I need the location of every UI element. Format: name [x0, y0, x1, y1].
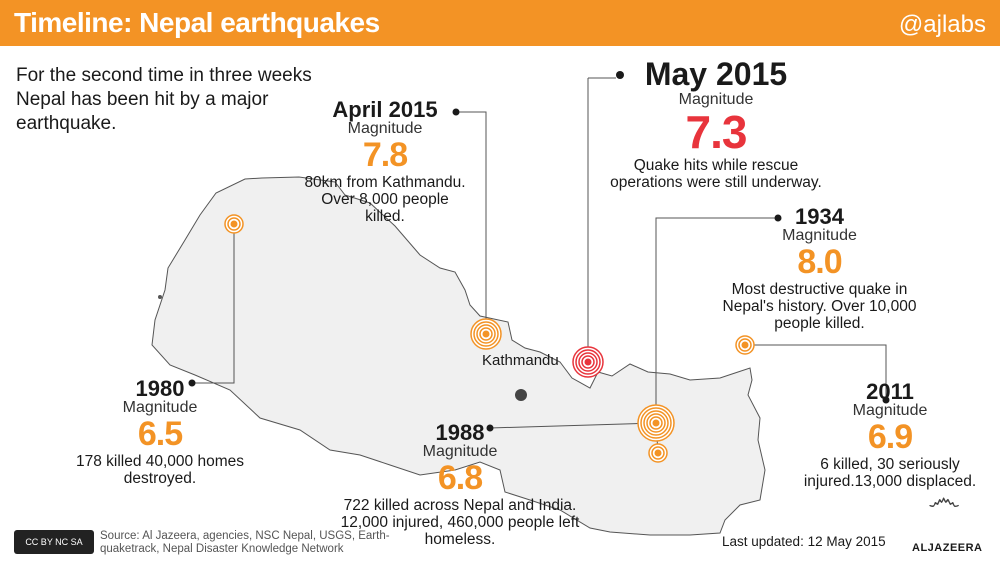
- handle: @ajlabs: [898, 11, 986, 38]
- leader-dots: [188, 71, 890, 432]
- last-updated: Last updated: 12 May 2015: [722, 534, 886, 549]
- epicenter-1934: [637, 404, 675, 442]
- event-1980: 1980 Magnitude 6.5 178 killed 40,000 hom…: [75, 376, 245, 487]
- leader-lines: [192, 78, 887, 454]
- epicenter-may2015: [572, 346, 604, 378]
- epicenter-1988: [648, 443, 668, 463]
- source-text: Source: Al Jazeera, agencies, NSC Nepal,…: [100, 530, 390, 555]
- license-badge: CC BY NC SA: [14, 530, 94, 554]
- event-1934: 1934 Magnitude 8.0 Most destructive quak…: [722, 204, 917, 332]
- event-apr2015: April 2015 Magnitude 7.8 80km from Kathm…: [304, 97, 466, 225]
- island-dot: [158, 295, 162, 299]
- intro-text: For the second time in three weeks Nepal…: [16, 65, 312, 134]
- aljazeera-logo-icon: ෴: [928, 480, 961, 518]
- event-2011: 2011 Magnitude 6.9 6 killed, 30 seriousl…: [803, 379, 977, 490]
- epicenter-2011: [735, 335, 755, 355]
- brand-name: ALJAZEERA: [912, 542, 983, 554]
- nepal-outline: [151, 176, 766, 536]
- kathmandu-dot: [515, 389, 527, 401]
- city-label: Kathmandu: [482, 352, 559, 369]
- epicenter-apr2015: [470, 318, 502, 350]
- page-title: Timeline: Nepal earthquakes: [14, 7, 380, 38]
- epicenter-1980: [224, 214, 244, 234]
- event-may2015: May 2015 Magnitude 7.3 Quake hits while …: [610, 56, 822, 191]
- event-1988: 1988 Magnitude 6.8 722 killed across Nep…: [340, 420, 580, 548]
- header-bar: Timeline: Nepal earthquakes @ajlabs: [0, 0, 1000, 46]
